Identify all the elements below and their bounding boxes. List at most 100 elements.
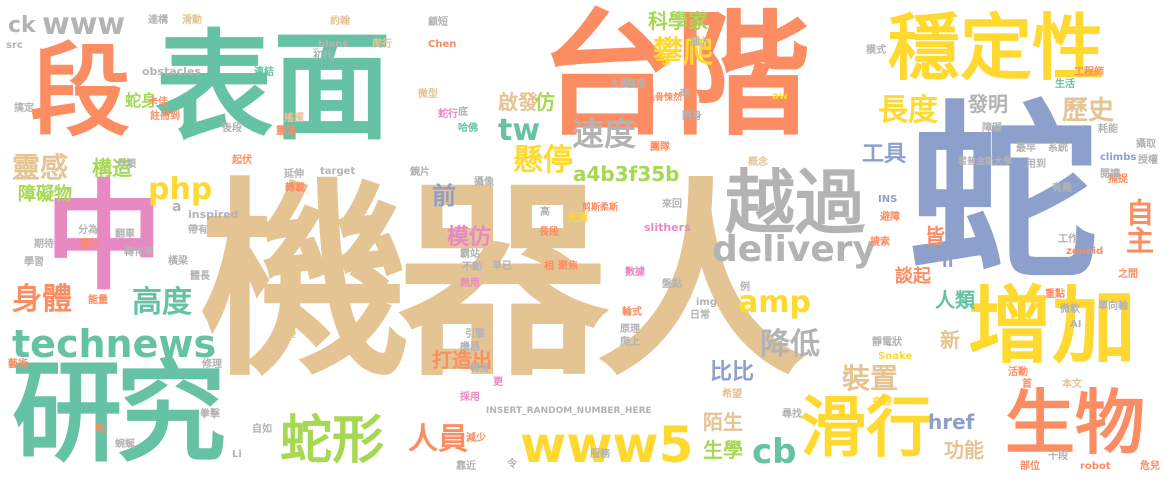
- cloud-word: 攀爬: [653, 35, 713, 70]
- cloud-word: src: [6, 40, 23, 51]
- cloud-word: 前: [432, 182, 456, 210]
- cloud-word: n: [942, 252, 954, 271]
- cloud-word: 本文: [1062, 379, 1082, 390]
- cloud-word: 搜索: [870, 237, 890, 248]
- cloud-word: 後段: [222, 123, 242, 134]
- cloud-word: amp: [738, 285, 811, 320]
- cloud-word: 新: [940, 328, 960, 352]
- cloud-word: 大展: [610, 79, 630, 90]
- cloud-word: 首: [1022, 379, 1032, 390]
- cloud-word: 初代: [313, 51, 333, 62]
- cloud-word: 鏡片: [410, 167, 430, 178]
- cloud-word: 工作: [1058, 234, 1078, 245]
- cloud-word: AI: [1070, 319, 1082, 330]
- cloud-word: 原理: [620, 324, 640, 335]
- cloud-word: cb: [752, 432, 797, 472]
- cloud-word: 避障: [880, 212, 900, 223]
- cloud-word: 系統: [1048, 143, 1068, 154]
- cloud-word: 來源: [872, 397, 892, 408]
- cloud-word: 靠近: [456, 461, 476, 472]
- cloud-word: 障礙物: [18, 184, 72, 205]
- cloud-word: 打造出: [432, 348, 492, 372]
- cloud-word: 高: [540, 207, 550, 218]
- cloud-word: 分為: [78, 225, 98, 236]
- cloud-word: inspired: [188, 208, 239, 221]
- cloud-word: 轉身: [470, 363, 490, 374]
- cloud-word: 靈活: [276, 126, 296, 137]
- cloud-word: 來回: [662, 199, 682, 210]
- cloud-word: 長度: [878, 93, 938, 128]
- cloud-word: 科學家: [648, 9, 708, 33]
- cloud-word: 微型: [418, 89, 438, 100]
- cloud-word: 毛骨悚然: [646, 93, 683, 103]
- cloud-word: 卡佳: [148, 97, 168, 108]
- cloud-word: 轉載: [285, 183, 305, 194]
- cloud-word: 授權: [1138, 155, 1158, 166]
- cloud-word: 約翰: [330, 16, 350, 27]
- cloud-word: 盤點: [662, 279, 682, 290]
- cloud-word: 橫梁: [168, 256, 188, 267]
- cloud-word: 模式: [866, 45, 886, 56]
- cloud-word: 重點: [1045, 289, 1065, 300]
- cloud-word: 長段: [539, 227, 559, 238]
- cloud-word: 表面: [155, 18, 392, 156]
- cloud-word: 附身: [682, 111, 702, 122]
- cloud-word: 顧短: [428, 17, 448, 28]
- cloud-word: 希望: [722, 389, 742, 400]
- cloud-word: 啟發: [498, 90, 538, 114]
- cloud-word: 生物: [1005, 382, 1145, 464]
- cloud-word: 自如: [252, 424, 272, 435]
- cloud-word: 日常: [690, 310, 710, 321]
- cloud-word: zoneid: [1066, 246, 1104, 257]
- cloud-word: 剪斯柔斯: [582, 203, 619, 213]
- cloud-word: 例: [740, 282, 750, 293]
- cloud-word: 捕捉: [1108, 174, 1128, 185]
- cloud-word: 生活: [1055, 79, 1075, 90]
- cloud-word: www5: [520, 416, 694, 474]
- cloud-word: 霸站: [460, 249, 480, 260]
- cloud-word: 底: [458, 107, 468, 118]
- cloud-word: 分類: [116, 159, 136, 170]
- cloud-word: 註冊到: [150, 111, 180, 122]
- cloud-word: 模仿: [447, 225, 492, 250]
- cloud-word: 蛇身: [125, 91, 158, 110]
- cloud-word: 採用: [460, 392, 480, 403]
- cloud-word: 藝術: [8, 359, 28, 370]
- cloud-word: 達構: [148, 15, 168, 26]
- cloud-word: 耗能: [1098, 124, 1118, 135]
- cloud-word: 連結: [254, 67, 274, 78]
- cloud-word: 攝像: [474, 177, 494, 188]
- cloud-word: 陌生: [703, 410, 743, 434]
- cloud-word: 十段: [1048, 451, 1068, 462]
- cloud-word: 微軟: [1060, 304, 1080, 315]
- cloud-word: 降低: [760, 327, 820, 362]
- cloud-word: 中: [45, 168, 164, 306]
- cloud-word: 相: [544, 261, 554, 272]
- cloud-word: target: [320, 166, 356, 177]
- cloud-word: robot: [1080, 461, 1111, 472]
- cloud-word: 起伏: [232, 155, 252, 166]
- cloud-word: 人類: [935, 288, 975, 312]
- cloud-word: aw: [772, 91, 788, 102]
- cloud-word: 無用: [460, 278, 480, 289]
- cloud-word: tw: [498, 113, 541, 148]
- cloud-word: INSERT_RANDOM_NUMBER_HERE: [486, 406, 652, 416]
- cloud-word: 耗: [95, 424, 105, 435]
- cloud-word: 功能: [944, 438, 984, 462]
- cloud-word: 翻車: [115, 229, 135, 240]
- cloud-word: 談起: [895, 266, 931, 287]
- cloud-word: 構造: [92, 156, 132, 180]
- cloud-word: 哈佛: [458, 123, 478, 134]
- cloud-word: 尋找: [782, 409, 802, 420]
- cloud-word: 越過: [725, 162, 865, 244]
- cloud-word: 速度: [572, 115, 637, 153]
- cloud-word: 自主: [1122, 198, 1155, 254]
- cloud-word: 段: [30, 33, 130, 150]
- cloud-word: _blank: [313, 39, 350, 50]
- cloud-word: 生學: [703, 438, 743, 462]
- cloud-word: 延伸: [284, 169, 304, 180]
- cloud-word: 懸停: [513, 143, 573, 178]
- cloud-word: 光滑: [568, 213, 588, 224]
- cloud-word: 變: [286, 329, 296, 340]
